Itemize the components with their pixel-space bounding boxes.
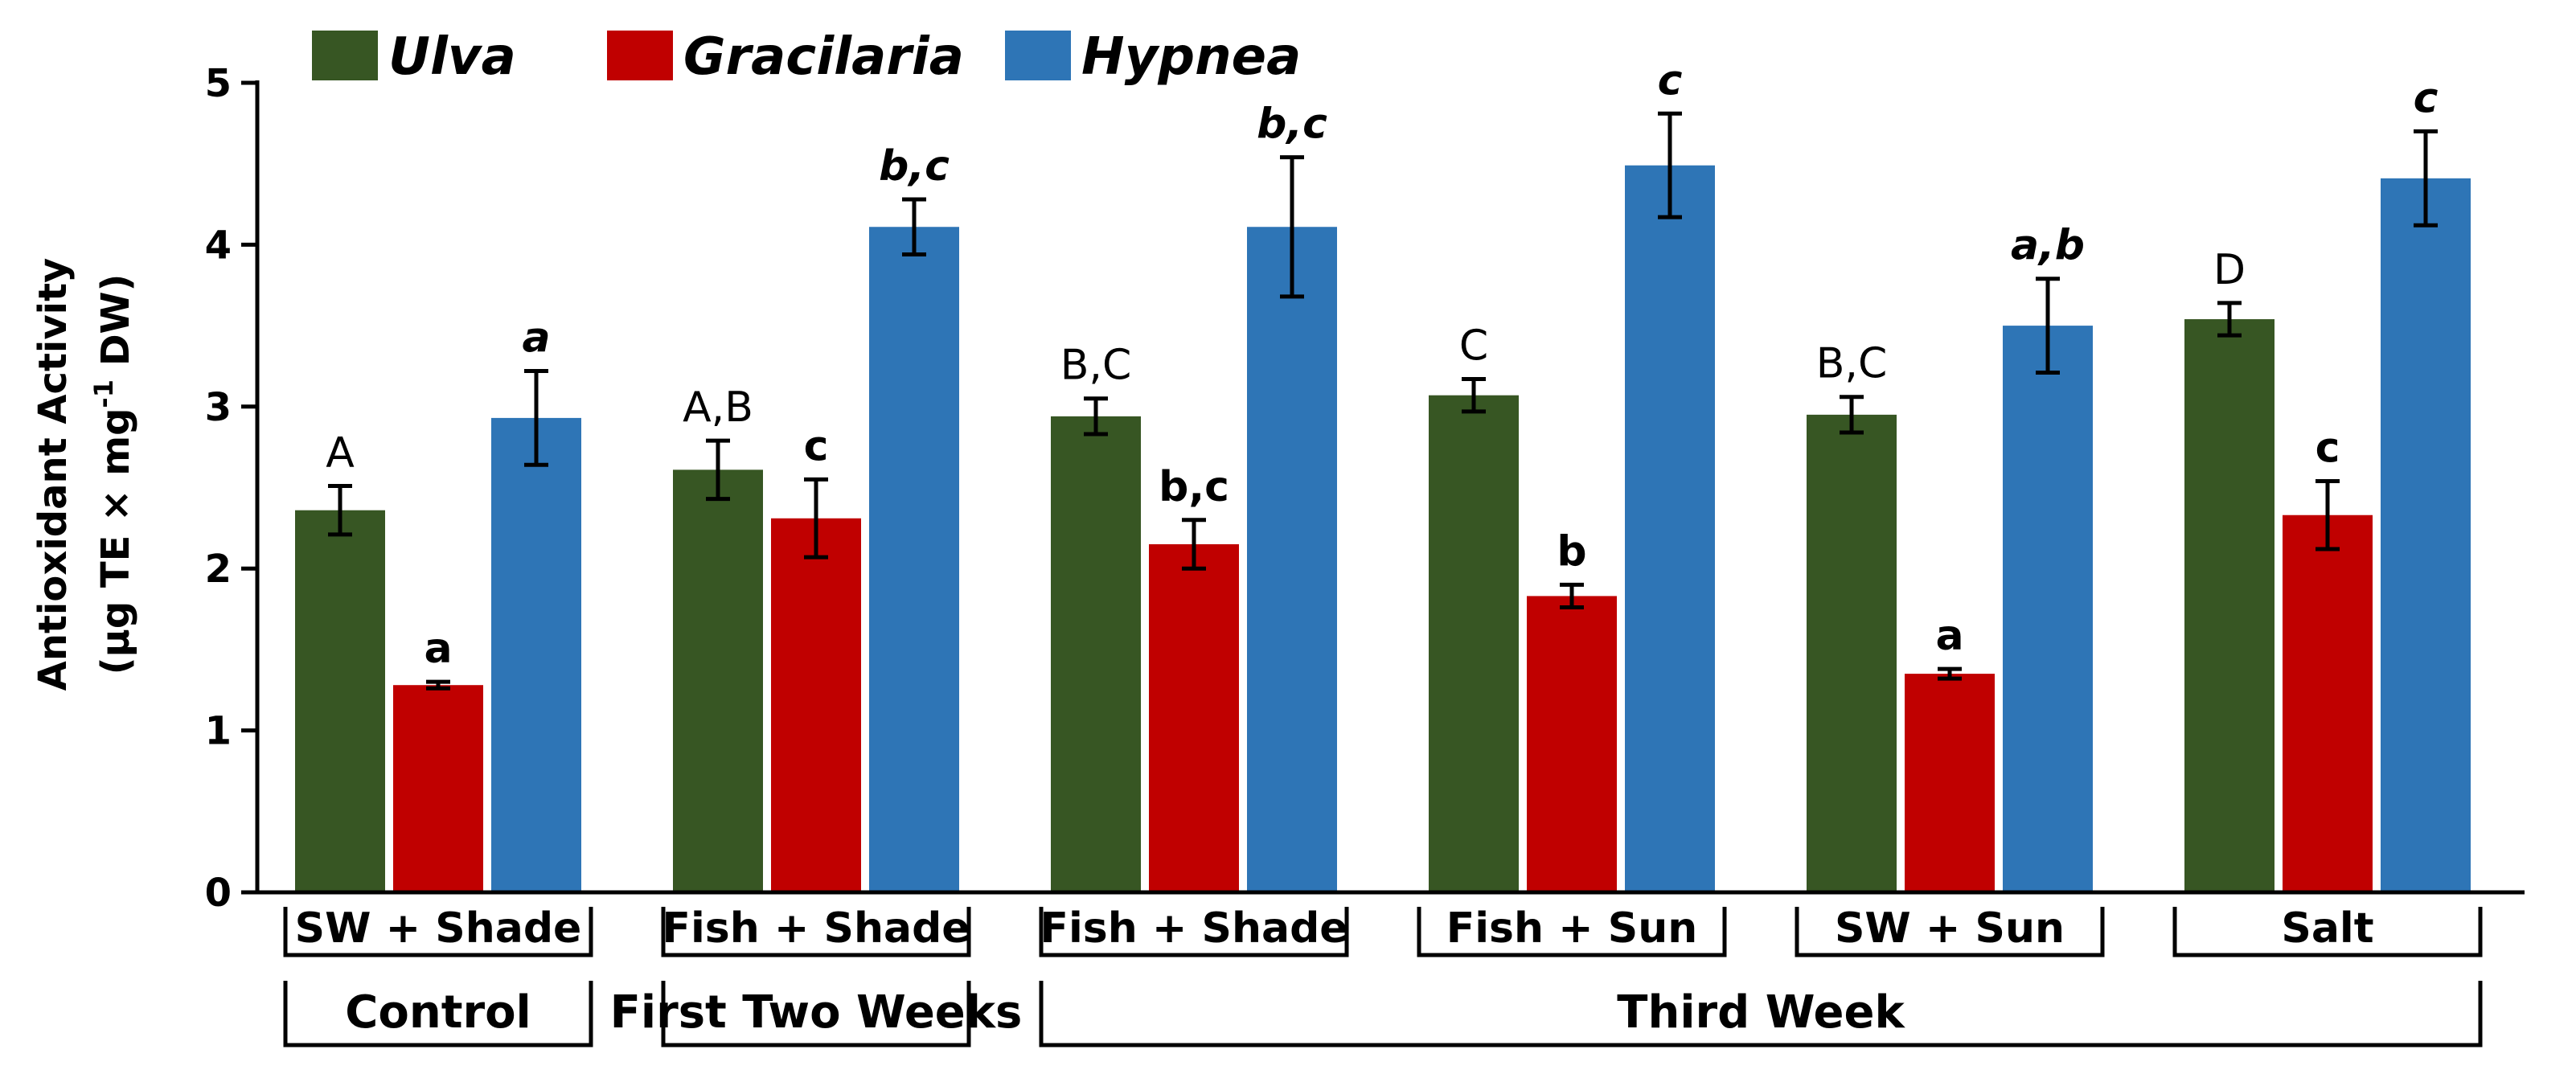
category-bracket: [1795, 907, 2105, 957]
bar-ulva: [1807, 414, 1897, 892]
y-tick-label: 1: [205, 709, 232, 754]
legend-label: Hypnea: [1081, 27, 1301, 87]
significance-label: a: [522, 314, 550, 362]
bar-hypnea: [1247, 227, 1337, 893]
significance-label: b,c: [879, 142, 950, 191]
bar-hypnea: [869, 227, 959, 893]
error-bar: [1182, 518, 1206, 571]
significance-label: b,c: [1257, 100, 1327, 149]
bar-gracilaria: [1149, 543, 1239, 892]
y-tick-label: 0: [205, 871, 232, 916]
y-tick-label: 4: [205, 223, 232, 268]
group-label: First Two Weeks: [610, 986, 1023, 1039]
error-bar: [902, 197, 926, 256]
category-label: SW + Shade: [295, 904, 582, 953]
category-bracket: [283, 907, 593, 957]
bar-ulva: [673, 469, 763, 892]
significance-labels: Aa a A,B c b,c B,C b,c b,c Cb c B,C a a,b Dc c: [326, 56, 2438, 673]
significance-label: c: [1658, 56, 1683, 105]
significance-label: c: [2414, 74, 2439, 122]
category-bracket: [1039, 907, 1349, 957]
legend-label: Gracilaria: [683, 27, 964, 87]
bar-ulva: [295, 510, 385, 892]
error-bar: [328, 483, 352, 537]
y-tick-label: 5: [205, 61, 232, 106]
error-bar: [1658, 111, 1682, 219]
error-bar: [1462, 377, 1486, 414]
error-bar: [804, 477, 828, 560]
bar-gracilaria: [1905, 674, 1995, 892]
error-bar: [2217, 301, 2242, 338]
legend-swatch: [607, 31, 673, 80]
bar-hypnea: [491, 417, 581, 892]
group-labels: Control First Two Weeks Third Week: [283, 981, 2483, 1047]
significance-label: A,B: [683, 383, 753, 432]
legend-label: Ulva: [388, 27, 516, 87]
error-bar: [1280, 155, 1304, 299]
significance-label: b: [1557, 527, 1586, 576]
group-bracket: [1039, 981, 2483, 1047]
significance-label: D: [2213, 246, 2246, 294]
group-bracket: [661, 981, 971, 1047]
significance-label: a,b: [2011, 222, 2085, 270]
group-label: Control: [345, 986, 531, 1039]
category-bracket: [661, 907, 971, 957]
bars: [295, 165, 2471, 893]
error-bar: [2316, 478, 2340, 551]
significance-label: c: [804, 422, 829, 470]
bar-ulva: [2184, 319, 2275, 892]
error-bar: [2414, 129, 2438, 228]
error-bar: [426, 679, 450, 691]
significance-label: C: [1459, 322, 1488, 371]
group-label: Third Week: [1617, 986, 1905, 1039]
error-bar: [1084, 396, 1108, 437]
bar-hypnea: [2003, 326, 2093, 893]
significance-label: c: [2316, 424, 2340, 472]
bar-gracilaria: [393, 685, 483, 892]
error-bar: [524, 368, 548, 467]
error-bar: [2036, 277, 2060, 375]
bar-ulva: [1429, 395, 1519, 892]
significance-label: a: [424, 625, 452, 673]
error-bars: [328, 111, 2438, 691]
legend-item-ulva: Ulva: [312, 27, 516, 87]
bar-gracilaria: [1527, 596, 1617, 892]
significance-label: A: [326, 428, 355, 477]
bar-gracilaria: [2283, 515, 2373, 892]
legend-swatch: [1005, 31, 1071, 80]
y-axis-title: Antioxidant Activity (µg TE × mg-1 DW): [31, 258, 138, 691]
category-label: Fish + Shade: [1040, 904, 1347, 953]
bar-ulva: [1051, 416, 1141, 892]
category-label: Salt: [2281, 904, 2373, 953]
category-labels: SW + Shade Fish + Shade Fish + Shade Fish +…: [283, 904, 2483, 957]
error-bar: [1560, 582, 1584, 610]
error-bar: [706, 438, 730, 502]
bar-hypnea: [1625, 165, 1715, 893]
bar-hypnea: [2381, 178, 2471, 893]
category-label: Fish + Shade: [662, 904, 970, 953]
category-bracket: [1417, 907, 1727, 957]
significance-label: B,C: [1816, 340, 1888, 388]
y-axis-label-line2: (µg TE × mg-1 DW): [88, 274, 138, 675]
group-bracket: [283, 981, 593, 1047]
legend-item-gracilaria: Gracilaria: [607, 27, 964, 87]
significance-label: B,C: [1060, 342, 1132, 390]
significance-label: a: [1935, 612, 1963, 660]
legend-item-hypnea: Hypnea: [1005, 27, 1301, 87]
y-axis-ticks: 0 1 2 3 4 5: [205, 61, 259, 916]
y-tick-label: 3: [205, 385, 232, 430]
category-bracket: [2172, 907, 2483, 957]
bar-gracilaria: [771, 518, 861, 892]
legend: Ulva Gracilaria Hypnea: [312, 27, 1301, 87]
significance-label: b,c: [1159, 463, 1229, 511]
error-bar: [1938, 666, 1962, 681]
category-label: Fish + Sun: [1446, 904, 1698, 953]
y-axis-label-line1: Antioxidant Activity: [31, 258, 76, 691]
error-bar: [1840, 395, 1864, 435]
legend-swatch: [312, 31, 378, 80]
y-tick-label: 2: [205, 547, 232, 592]
category-label: SW + Sun: [1835, 904, 2065, 953]
